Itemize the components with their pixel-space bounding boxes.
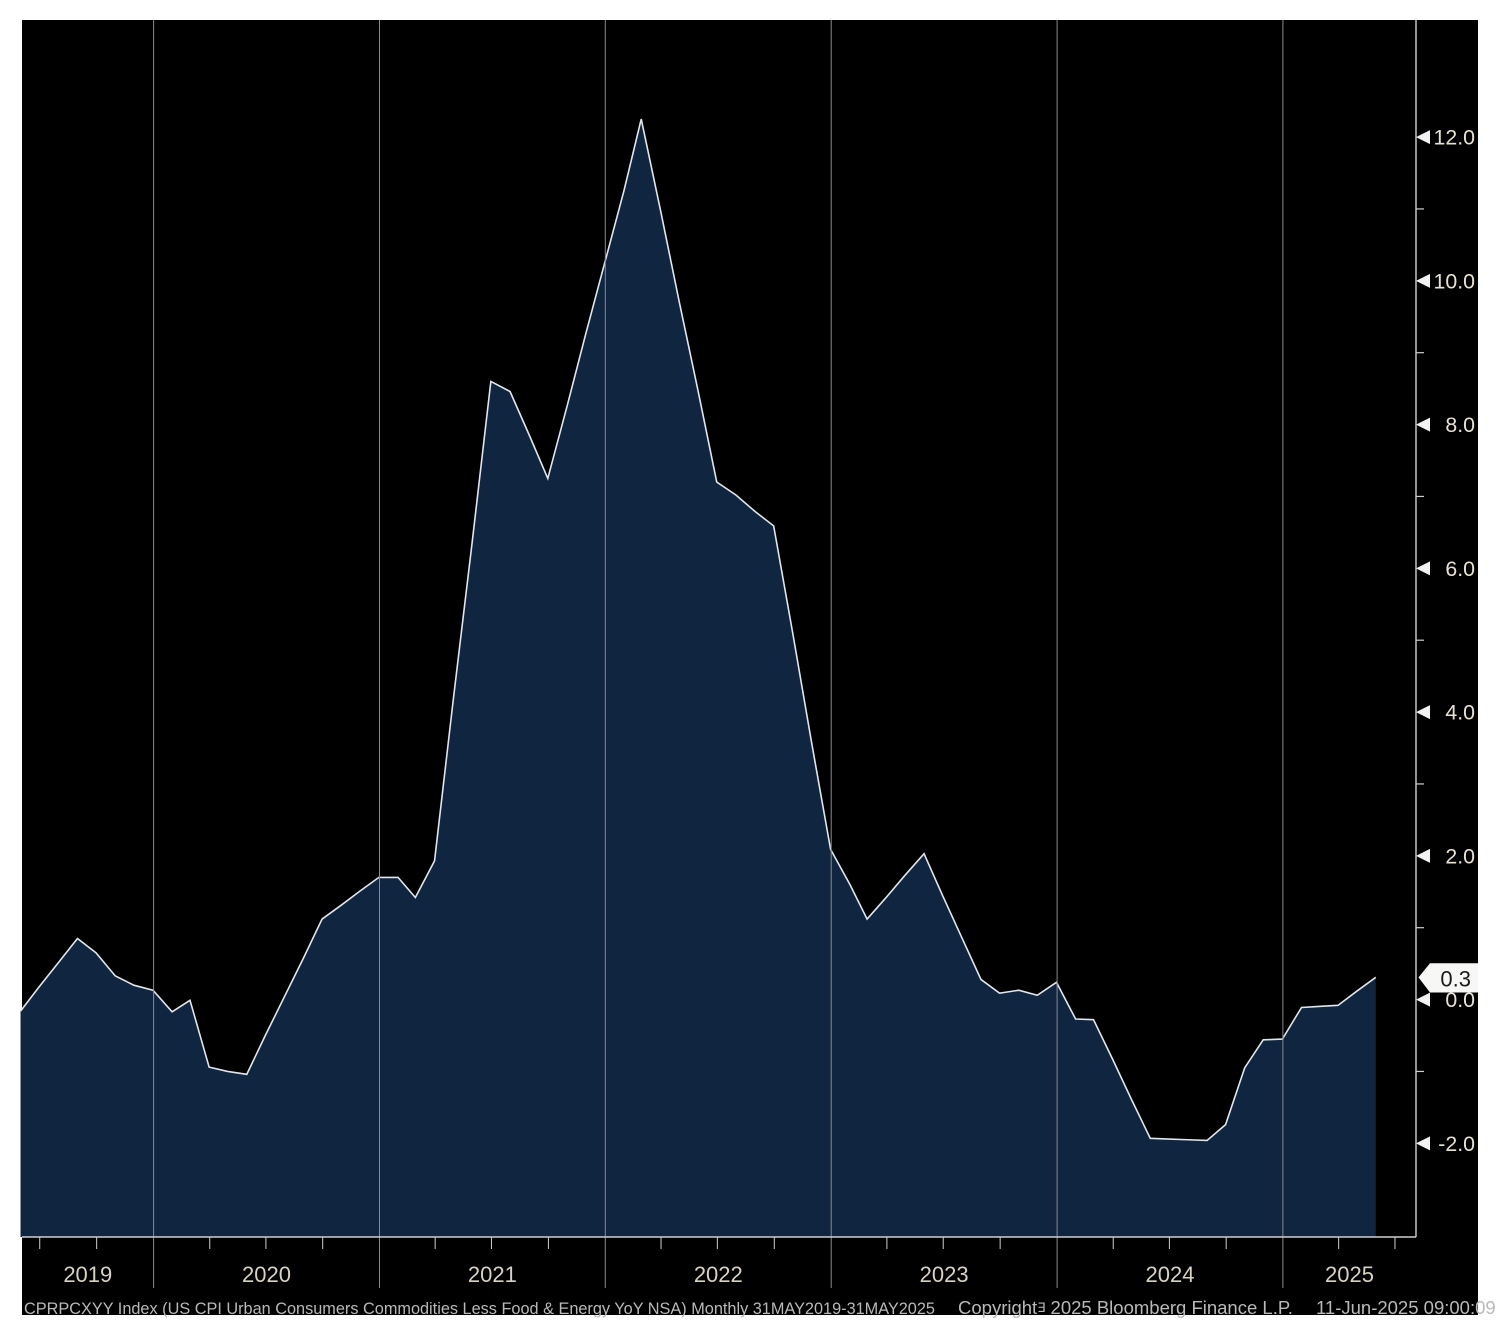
svg-text:4.0: 4.0 — [1445, 701, 1475, 725]
svg-text:2019: 2019 — [63, 1262, 112, 1287]
svg-text:12.0: 12.0 — [1434, 126, 1476, 150]
svg-text:10.0: 10.0 — [1434, 269, 1476, 293]
svg-text:8.0: 8.0 — [1445, 413, 1475, 437]
svg-text:2024: 2024 — [1146, 1262, 1195, 1287]
svg-text:-2.0: -2.0 — [1438, 1132, 1475, 1156]
svg-text:2023: 2023 — [920, 1262, 969, 1287]
svg-text:CPRPCXYY Index (US CPI Urban C: CPRPCXYY Index (US CPI Urban Consumers C… — [24, 1300, 935, 1318]
svg-text:0.3: 0.3 — [1440, 966, 1471, 991]
svg-text:2020: 2020 — [242, 1262, 291, 1287]
svg-text:2.0: 2.0 — [1445, 844, 1475, 868]
svg-text:2025: 2025 — [1325, 1262, 1374, 1287]
svg-text:2021: 2021 — [468, 1262, 517, 1287]
svg-text:6.0: 6.0 — [1445, 557, 1475, 581]
svg-text:11-Jun-2025 09:00:09: 11-Jun-2025 09:00:09 — [1316, 1297, 1496, 1318]
svg-text:Copyright∃ 2025 Bloomberg Fina: Copyright∃ 2025 Bloomberg Finance L.P. — [958, 1297, 1293, 1318]
svg-text:2022: 2022 — [694, 1262, 743, 1287]
